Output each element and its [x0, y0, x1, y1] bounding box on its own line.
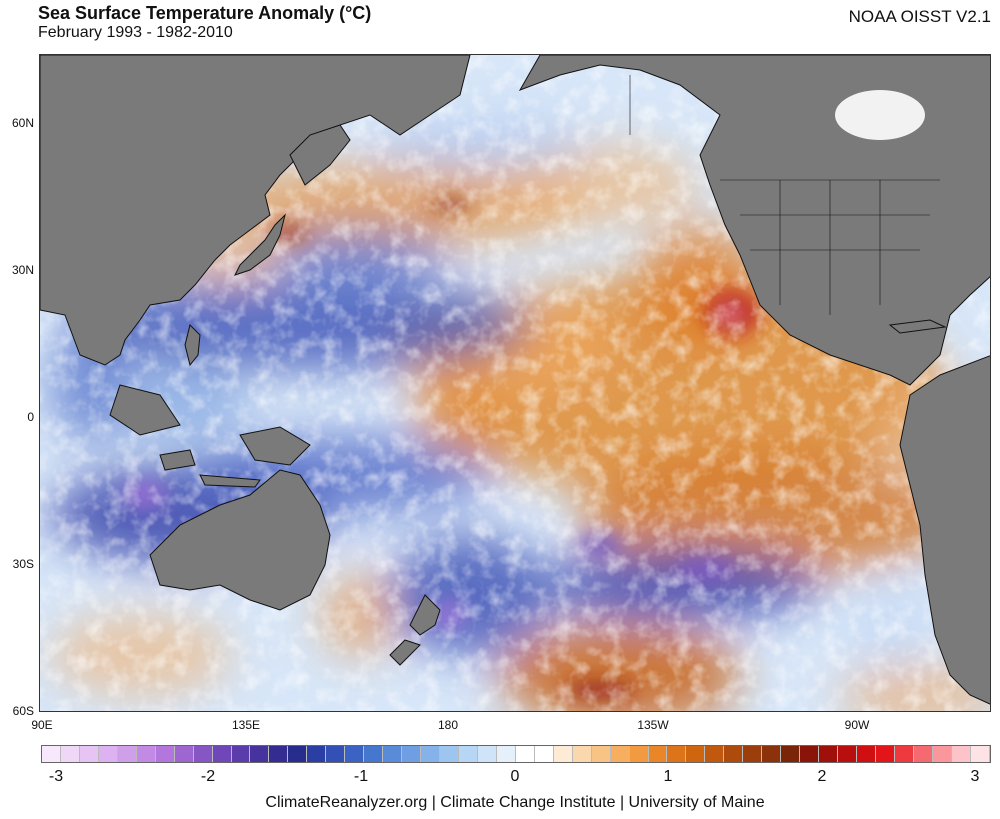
colorbar-swatch: [800, 746, 820, 762]
colorbar-label: 2: [817, 768, 827, 785]
colorbar-swatch: [117, 746, 137, 762]
colorbar-swatch: [250, 746, 270, 762]
colorbar-swatch: [856, 746, 876, 762]
colorbar-swatch: [421, 746, 441, 762]
colorbar-swatch: [838, 746, 857, 762]
lat-label-equator: 0: [27, 410, 34, 424]
colorbar-swatch: [288, 746, 308, 762]
color-scale-bar: [41, 745, 991, 763]
colorbar-swatch: [572, 746, 592, 762]
colorbar-swatch: [591, 746, 611, 762]
colorbar-label: -2: [200, 768, 216, 785]
lat-label-30n: 30N: [11, 263, 34, 277]
colorbar-swatch: [269, 746, 289, 762]
colorbar-swatch: [951, 746, 971, 762]
colorbar-swatch: [42, 746, 61, 762]
colorbar-swatch: [875, 746, 895, 762]
lon-label-135e: 135E: [231, 718, 261, 732]
lon-label-180: 180: [437, 718, 459, 732]
colorbar-swatch: [932, 746, 952, 762]
footer-credit: ClimateReanalyzer.org | Climate Change I…: [265, 794, 765, 811]
lat-label-30s: 30S: [12, 557, 34, 571]
south-america-landmass: [899, 355, 990, 705]
colorbar-swatch: [648, 746, 668, 762]
colorbar-swatch: [402, 746, 422, 762]
asia-landmass: [40, 55, 471, 366]
colorbar-swatch: [894, 746, 914, 762]
colorbar-swatch: [819, 746, 839, 762]
colorbar-swatch: [174, 746, 194, 762]
colorbar-swatch: [212, 746, 232, 762]
colorbar-swatch: [231, 746, 251, 762]
colorbar-swatch: [629, 746, 649, 762]
colorbar-swatch: [667, 746, 687, 762]
colorbar-swatch: [970, 746, 990, 762]
colorbar-swatch: [762, 746, 782, 762]
map-canvas: [40, 55, 990, 711]
colorbar-swatch: [724, 746, 744, 762]
colorbar-swatch: [307, 746, 327, 762]
colorbar-swatch: [326, 746, 346, 762]
colorbar-swatch: [534, 746, 554, 762]
colorbar-swatch: [383, 746, 403, 762]
lon-label-135w: 135W: [637, 718, 669, 732]
colorbar-swatch: [193, 746, 213, 762]
colorbar-swatch: [155, 746, 175, 762]
colorbar-swatch: [781, 746, 801, 762]
new-zealand-landmass: [409, 594, 441, 636]
lon-label-90e: 90E: [31, 718, 53, 732]
colorbar-swatch: [79, 746, 99, 762]
colorbar-label: 1: [663, 768, 673, 785]
colorbar-swatch: [610, 746, 630, 762]
colorbar-swatch: [98, 746, 118, 762]
colorbar-swatch: [136, 746, 156, 762]
colorbar-swatch: [686, 746, 706, 762]
colorbar-label: -3: [48, 768, 64, 785]
japan-landmass: [234, 213, 286, 276]
map-title: Sea Surface Temperature Anomaly (°C): [38, 3, 372, 23]
colorbar-swatch: [913, 746, 933, 762]
colorbar-swatch: [477, 746, 497, 762]
australia-landmass: [149, 469, 331, 611]
colorbar-swatch: [743, 746, 763, 762]
colorbar-swatch: [515, 746, 535, 762]
lat-label-60n: 60N: [11, 116, 34, 130]
colorbar-label: -1: [353, 768, 369, 785]
colorbar-swatch: [553, 746, 573, 762]
lat-label-60s: 60S: [12, 704, 34, 718]
colorbar-swatch: [364, 746, 384, 762]
colorbar-swatch: [458, 746, 478, 762]
map-subtitle: February 1993 - 1982-2010: [38, 24, 233, 41]
lon-label-90w: 90W: [844, 718, 870, 732]
colorbar-swatch: [496, 746, 516, 762]
colorbar-swatch: [60, 746, 80, 762]
sst-anomaly-map: [39, 54, 991, 712]
colorbar-label: 0: [510, 768, 520, 785]
political-borders: [629, 75, 940, 315]
colorbar-label: 3: [970, 768, 980, 785]
colorbar-swatch: [440, 746, 459, 762]
colorbar-swatch: [705, 746, 725, 762]
dataset-label: NOAA OISST V2.1: [848, 7, 991, 26]
colorbar-swatch: [345, 746, 365, 762]
